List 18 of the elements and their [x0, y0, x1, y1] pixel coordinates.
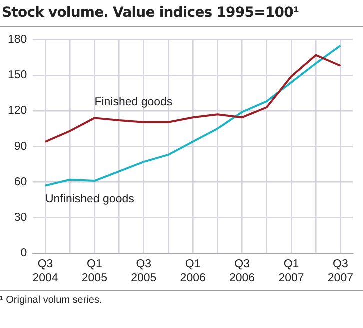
x-tick-label: Q3 2006: [230, 258, 256, 284]
y-tick-label: 120: [8, 105, 28, 118]
x-tick-label: Q1 2005: [82, 258, 108, 284]
y-tick-label: 180: [8, 34, 28, 46]
x-tick-label: Q3 2005: [131, 258, 157, 284]
y-tick-label: 90: [14, 140, 28, 153]
text: ¹ Original volum series.: [0, 290, 363, 306]
y-tick-label: 60: [14, 176, 28, 188]
y-tick-label: 0: [20, 248, 28, 260]
chart-title: Stock volume. Value indices 1995=100¹: [0, 0, 363, 27]
x-tick-label: Q3 2007: [328, 258, 354, 284]
series-label: Unfinished goods: [45, 194, 135, 206]
y-tick-label: 150: [8, 70, 28, 82]
y-tick-label: 30: [14, 212, 28, 224]
x-tick-label: Q1 2007: [278, 258, 304, 284]
series-label: Finished goods: [94, 96, 173, 109]
x-tick-label: Q1 2006: [180, 258, 206, 284]
x-tick-label: Q3 2004: [32, 258, 59, 284]
